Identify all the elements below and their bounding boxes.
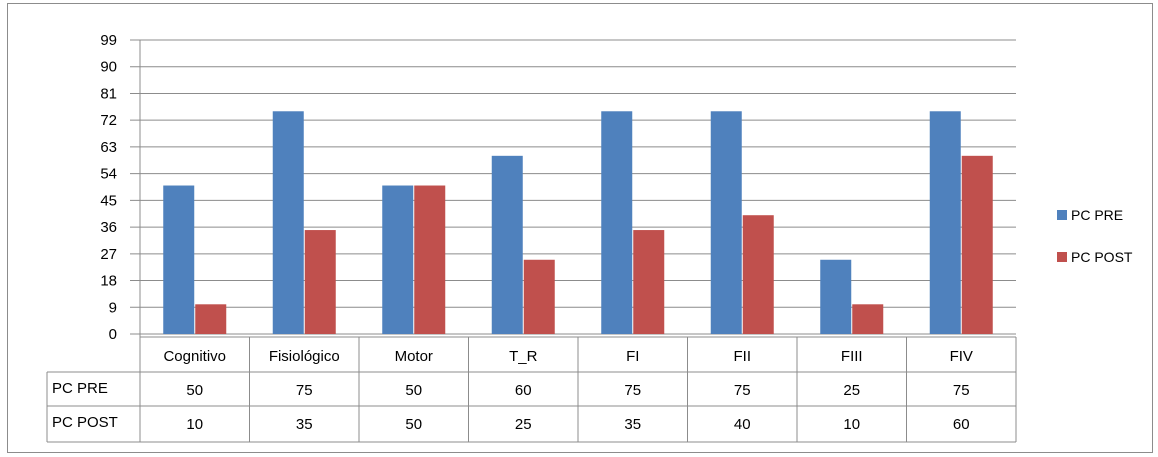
category-label: FIV (950, 348, 973, 365)
table-cell-value: 25 (843, 382, 860, 399)
table-cell-value: 40 (734, 416, 751, 433)
table-cell-value: 75 (624, 382, 641, 399)
table-cell-value: 60 (953, 416, 970, 433)
table-cell-value: 75 (953, 382, 970, 399)
bars (163, 111, 993, 334)
legend-swatch (1057, 252, 1067, 262)
bar-pc-pre (272, 111, 304, 334)
y-tick-label: 72 (100, 112, 117, 129)
y-tick-label: 0 (109, 326, 117, 343)
table-cell-value: 60 (515, 382, 532, 399)
table-row-label: PC PRE (52, 380, 108, 397)
y-tick-label: 54 (100, 166, 117, 183)
legend-label: PC POST (1071, 249, 1133, 265)
y-tick-label: 45 (100, 192, 117, 209)
y-tick-label: 90 (100, 59, 117, 76)
bar-pc-post (414, 185, 446, 334)
table-row-label: PC POST (52, 414, 118, 431)
gridlines (130, 39, 1016, 335)
bar-pc-pre (491, 155, 523, 334)
bar-pc-pre (163, 185, 195, 334)
y-tick-label: 9 (109, 299, 117, 316)
y-tick-label: 36 (100, 219, 117, 236)
bar-pc-pre (820, 259, 852, 334)
category-label: FI (626, 348, 639, 365)
bar-pc-pre (710, 111, 742, 334)
category-label: Cognitivo (163, 348, 226, 365)
category-label: FIII (841, 348, 863, 365)
data-table: Cognitivo Fisiológico Motor T_R FI FII FIII FIV… (46, 334, 1017, 443)
bar-pc-post (742, 215, 774, 334)
bar-pc-post (961, 155, 993, 334)
category-label: FII (734, 348, 752, 365)
table-cell-value: 75 (296, 382, 313, 399)
table-cell-value: 50 (405, 382, 422, 399)
table-cell-value: 35 (624, 416, 641, 433)
bar-pc-pre (601, 111, 633, 334)
bar-pc-post (195, 304, 227, 334)
bar-pc-post (523, 259, 555, 334)
bar-pc-post (633, 230, 665, 334)
y-tick-label: 18 (100, 273, 117, 290)
table-cell-value: 25 (515, 416, 532, 433)
y-axis: 0 9 18 27 36 45 54 63 72 81 90 99 (100, 32, 141, 343)
table-cell-value: 10 (186, 416, 203, 433)
table-cell-value: 35 (296, 416, 313, 433)
bar-pc-pre (929, 111, 961, 334)
table-cell-value: 10 (843, 416, 860, 433)
legend: PC PRE PC POST (1057, 207, 1133, 265)
category-label: T_R (509, 348, 538, 365)
y-tick-label: 63 (100, 139, 117, 156)
table-cell-value: 50 (186, 382, 203, 399)
bar-pc-post (852, 304, 884, 334)
legend-swatch (1057, 210, 1067, 220)
bar-pc-pre (382, 185, 414, 334)
y-tick-label: 81 (100, 85, 117, 102)
bar-pc-post (304, 230, 336, 334)
table-cell-value: 50 (405, 416, 422, 433)
y-tick-label: 27 (100, 246, 117, 263)
y-tick-label: 99 (100, 32, 117, 49)
legend-label: PC PRE (1071, 207, 1123, 223)
category-label: Fisiológico (269, 348, 340, 365)
table-cell-value: 75 (734, 382, 751, 399)
category-label: Motor (395, 348, 433, 365)
